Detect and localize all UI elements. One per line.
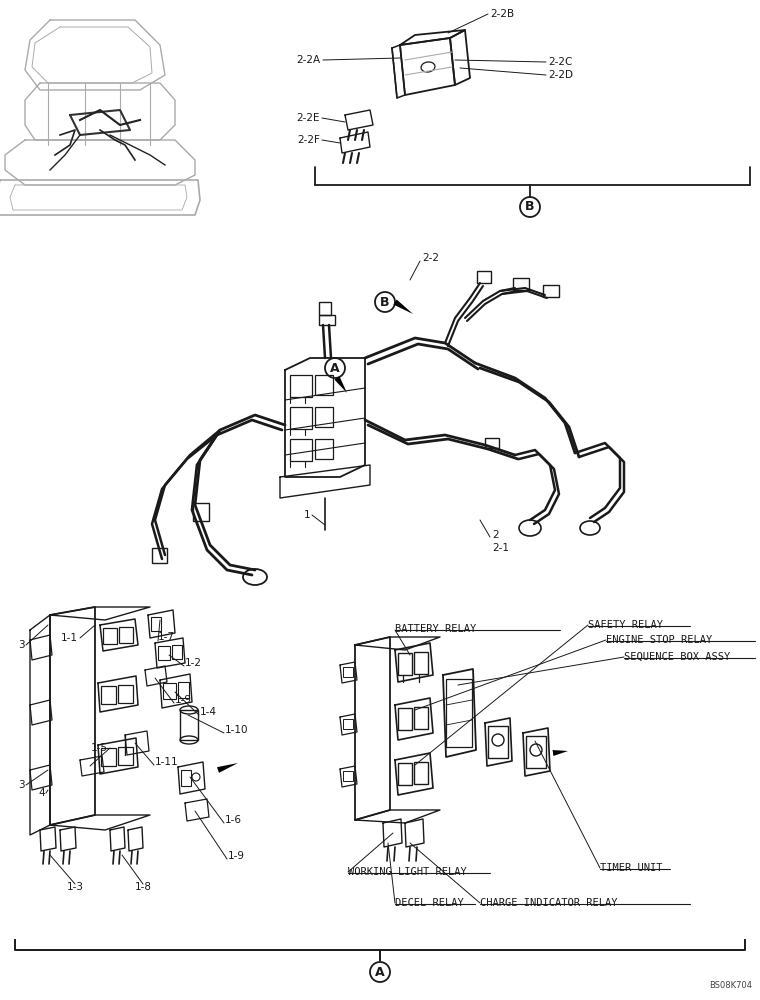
Bar (101, 748, 116, 766)
Bar (315, 439, 333, 459)
Polygon shape (553, 750, 568, 756)
Bar (151, 617, 161, 631)
Text: 1-11: 1-11 (155, 757, 179, 767)
Bar (398, 653, 412, 675)
Bar (181, 770, 191, 786)
Text: 1: 1 (303, 510, 310, 520)
Bar (414, 707, 428, 729)
Text: 1-1: 1-1 (61, 633, 78, 643)
Bar (319, 315, 335, 325)
Bar (315, 375, 333, 395)
Bar (172, 645, 182, 659)
Text: B: B (380, 296, 390, 308)
Text: 1-10: 1-10 (225, 725, 249, 735)
Bar (414, 762, 428, 784)
Polygon shape (394, 300, 413, 314)
Text: 2-1: 2-1 (492, 543, 509, 553)
Bar (163, 683, 176, 699)
Bar (343, 719, 353, 729)
Bar (398, 763, 412, 785)
Text: A: A (330, 361, 340, 374)
Bar (446, 679, 472, 747)
Text: 1-7: 1-7 (158, 632, 175, 642)
Bar (343, 771, 353, 781)
Bar (118, 747, 133, 765)
Text: BATTERY RELAY: BATTERY RELAY (395, 624, 477, 634)
Text: 2-2D: 2-2D (548, 70, 573, 80)
Bar (477, 271, 491, 283)
Text: 2-2: 2-2 (422, 253, 439, 263)
Text: WORKING LIGHT RELAY: WORKING LIGHT RELAY (348, 867, 467, 877)
Text: 2: 2 (492, 530, 499, 540)
Text: 1-9: 1-9 (228, 851, 245, 861)
Text: TIMER UNIT: TIMER UNIT (600, 863, 663, 873)
Bar (193, 503, 209, 521)
Text: 1-6: 1-6 (225, 815, 242, 825)
Text: 1-3: 1-3 (67, 882, 84, 892)
Bar (290, 407, 312, 429)
Bar (414, 652, 428, 674)
Bar (319, 302, 331, 315)
Bar (543, 285, 559, 297)
Bar (315, 407, 333, 427)
Text: SAFETY RELAY: SAFETY RELAY (588, 620, 663, 630)
Text: DECEL RELAY: DECEL RELAY (395, 898, 464, 908)
Bar (119, 627, 133, 643)
Bar (178, 682, 189, 698)
Bar (118, 685, 133, 703)
Bar (485, 438, 499, 448)
Text: BS08K704: BS08K704 (709, 981, 752, 990)
Text: 2-2C: 2-2C (548, 57, 572, 67)
Text: 1-5: 1-5 (91, 743, 108, 753)
Text: 2-2F: 2-2F (297, 135, 320, 145)
Text: CHARGE INDICATOR RELAY: CHARGE INDICATOR RELAY (480, 898, 617, 908)
Bar (180, 710, 198, 740)
Text: 4: 4 (38, 788, 45, 798)
Text: ENGINE STOP RELAY: ENGINE STOP RELAY (606, 635, 712, 645)
Text: SEQUENCE BOX ASSY: SEQUENCE BOX ASSY (624, 652, 730, 662)
Bar (290, 375, 312, 397)
Bar (158, 646, 170, 660)
Bar (526, 736, 546, 768)
Bar (152, 548, 167, 563)
Text: 1-9: 1-9 (175, 695, 192, 705)
Text: A: A (375, 966, 385, 978)
Text: 1-4: 1-4 (200, 707, 217, 717)
Text: 1-8: 1-8 (135, 882, 151, 892)
Bar (513, 278, 529, 290)
Bar (343, 667, 353, 677)
Bar (398, 708, 412, 730)
Text: 2-2B: 2-2B (490, 9, 514, 19)
Text: 3: 3 (18, 780, 25, 790)
Bar (488, 726, 508, 758)
Text: 2-2E: 2-2E (296, 113, 320, 123)
Bar (103, 628, 117, 644)
Text: 3: 3 (18, 640, 25, 650)
Polygon shape (217, 763, 238, 773)
Bar (290, 439, 312, 461)
Text: 1-2: 1-2 (185, 658, 202, 668)
Bar (101, 686, 116, 704)
Text: B: B (525, 200, 535, 214)
Polygon shape (334, 376, 347, 393)
Text: 2-2A: 2-2A (296, 55, 320, 65)
